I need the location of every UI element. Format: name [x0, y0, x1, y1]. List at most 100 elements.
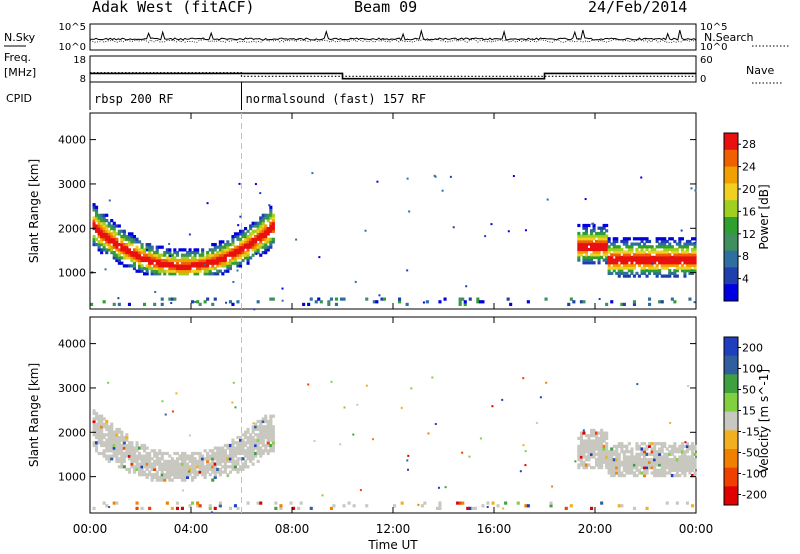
noise-panel-frame: [89, 23, 697, 51]
power-cell: [640, 239, 644, 244]
velocity-cell: [579, 434, 583, 438]
velocity-cell: [261, 438, 265, 442]
velocity-cell: [231, 465, 235, 469]
velocity-cell: [683, 466, 687, 470]
power-cell: [615, 263, 619, 267]
power-cell: [233, 253, 237, 257]
noise-sky-label: N.Sky: [4, 31, 36, 44]
power-cell: [233, 248, 237, 252]
velocity-cell: [228, 465, 232, 469]
power-cell: [334, 297, 338, 301]
velocity-cell: [579, 463, 583, 467]
velocity-cell: [650, 466, 654, 470]
velocity-cell: [211, 451, 215, 456]
velocity-cell: [180, 470, 184, 474]
power-cell: [145, 269, 149, 273]
velocity-cell: [365, 504, 369, 508]
power-speck: [254, 183, 257, 186]
power-cell: [691, 263, 695, 267]
power-cell: [663, 255, 667, 259]
power-cell: [607, 237, 611, 241]
velocity-cell: [597, 436, 601, 440]
velocity-cell: [655, 452, 659, 456]
power-speck: [406, 177, 409, 180]
velocity-cell: [170, 506, 174, 510]
power-cell: [193, 256, 197, 260]
power-cell: [627, 263, 631, 267]
velocity-cell: [577, 450, 581, 454]
freq-tick-top: 18: [73, 55, 86, 66]
power-cell: [670, 237, 674, 241]
velocity-cell: [668, 458, 672, 462]
velocity-cell: [135, 506, 139, 510]
velocity-cell: [579, 442, 583, 446]
velocity-cell: [458, 501, 462, 505]
power-cell: [115, 258, 119, 263]
power-cell: [100, 227, 104, 231]
velocity-speck: [427, 432, 430, 435]
power-cell: [612, 269, 616, 273]
power-cell: [602, 239, 606, 244]
power-cell: [584, 234, 588, 238]
velocity-cell: [251, 441, 255, 445]
velocity-cell: [186, 465, 190, 469]
velocity-cell: [193, 457, 197, 461]
velocity-cell: [249, 441, 253, 445]
power-cell: [105, 240, 109, 244]
velocity-cell: [213, 457, 217, 461]
power-speck: [592, 222, 595, 225]
velocity-cell: [233, 454, 237, 458]
velocity-cell: [233, 446, 237, 450]
velocity-cell: [221, 470, 225, 474]
velocity-cell: [504, 501, 508, 505]
power-cell: [115, 248, 119, 252]
power-cell: [622, 266, 626, 270]
velocity-cell: [122, 441, 126, 445]
velocity-cell: [645, 447, 649, 451]
power-cell: [223, 264, 227, 268]
velocity-cell: [236, 506, 240, 510]
velocity-cell: [218, 451, 222, 456]
power-cell: [622, 242, 626, 246]
velocity-cell: [663, 452, 667, 456]
power-cell: [143, 251, 147, 255]
power-cell: [261, 251, 265, 255]
power-cell: [259, 224, 263, 228]
velocity-cell: [140, 443, 144, 448]
power-cell: [625, 237, 629, 241]
cpid-mode-label: normalsound (fast) 157 RF: [246, 92, 427, 106]
power-cell: [675, 242, 679, 246]
power-cell: [170, 264, 174, 268]
power-cell: [648, 245, 652, 249]
power-cell: [673, 271, 677, 275]
power-cell: [138, 256, 142, 260]
power-cell: [95, 205, 99, 209]
power-cell: [218, 248, 222, 252]
power-cell: [145, 258, 149, 263]
power-cell: [100, 232, 104, 236]
velocity-cell: [218, 449, 222, 453]
power-cell: [271, 224, 275, 228]
power-cell: [597, 247, 601, 252]
velocity-cell: [233, 459, 237, 463]
power-cell: [163, 264, 167, 268]
power-cell: [259, 229, 263, 233]
noise-sky-line: [90, 28, 697, 41]
velocity-cell: [143, 462, 147, 466]
power-cell: [178, 248, 182, 252]
velocity-cell: [183, 451, 187, 456]
velocity-speck: [501, 398, 504, 401]
power-ytick-label: 1000: [58, 267, 86, 280]
power-cell: [673, 250, 677, 254]
power-cell: [256, 245, 260, 249]
power-cell: [637, 258, 641, 262]
power-cell: [675, 261, 679, 265]
velocity-cell: [198, 459, 202, 463]
velocity-cell: [183, 457, 187, 461]
velocity-cell: [660, 471, 664, 475]
velocity-cell: [180, 451, 184, 456]
velocity-cell: [180, 467, 184, 471]
velocity-cell: [266, 425, 270, 429]
power-cell: [443, 297, 447, 301]
velocity-cell: [675, 468, 679, 472]
